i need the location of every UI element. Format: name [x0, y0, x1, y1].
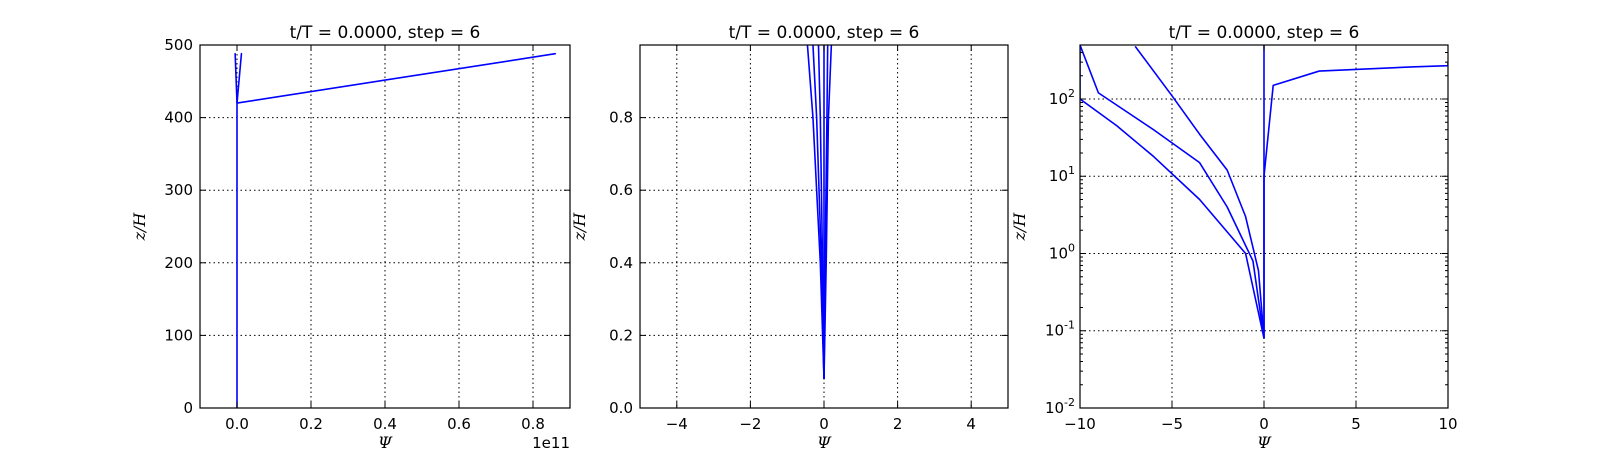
x-tick-label: 0.2 — [299, 415, 323, 433]
series-line-profile-1 — [1080, 45, 1265, 339]
y-axis-label: z/H — [130, 212, 149, 242]
y-axis-label: z/H — [1010, 212, 1029, 242]
series-group — [234, 52, 557, 408]
x-tick-label: −10 — [1064, 415, 1096, 433]
x-tick-label: −4 — [666, 415, 688, 433]
chart-panel-2: −4 −2 0 2 4 0.0 0.2 0.4 0.6 0.8 t/T = 0.0000, step… — [570, 23, 1009, 450]
series-line-profile-spike — [236, 52, 557, 408]
y-axis-label: z/H — [570, 212, 589, 242]
series-line-profile-2 — [1080, 45, 1265, 339]
x-tick-label: 0.6 — [447, 415, 471, 433]
y-tick-label: 0.4 — [609, 254, 633, 272]
series-line-profile-6 — [823, 45, 833, 379]
y-tick-label: 100 — [1049, 241, 1075, 262]
y-tick-label: 0 — [183, 399, 193, 417]
y-tick-label: 100 — [164, 326, 193, 344]
chart-panel-3: −10 −5 0 5 10 10-2 10-1 100 101 102 t/T = 0.0000, … — [1010, 23, 1458, 450]
y-tick-label: 0.2 — [609, 326, 633, 344]
x-tick-label: 10 — [1438, 415, 1457, 433]
x-axis-label: Ψ — [378, 433, 393, 450]
series-group — [806, 45, 833, 379]
x-tick-label: −2 — [739, 415, 761, 433]
chart-panel-1: 0.0 0.2 0.4 0.6 0.8 0 100 200 300 400 500 t/T = 0.0… — [130, 23, 571, 450]
y-tick-label: 102 — [1049, 87, 1075, 108]
x-tick-label: 2 — [893, 415, 903, 433]
chart-title: t/T = 0.0000, step = 6 — [290, 23, 481, 43]
chart-title: t/T = 0.0000, step = 6 — [1169, 23, 1360, 43]
y-tick-label: 200 — [164, 254, 193, 272]
y-tick-label: 500 — [164, 36, 193, 54]
x-tick-label: 4 — [966, 415, 976, 433]
y-tick-label: 0.8 — [609, 109, 633, 127]
series-line-profile-tip-b — [236, 52, 243, 104]
x-tick-label: 0.0 — [225, 415, 249, 433]
y-tick-label: 400 — [164, 109, 193, 127]
x-offset-label: 1e11 — [532, 434, 570, 450]
x-tick-label: −5 — [1161, 415, 1183, 433]
series-line-profile-5 — [1263, 62, 1448, 339]
series-line-profile-tip-a — [234, 52, 238, 104]
y-tick-label: 101 — [1049, 164, 1075, 185]
x-tick-label: 0.4 — [373, 415, 397, 433]
x-tick-label: 0 — [819, 415, 829, 433]
y-tick-label: 10-2 — [1045, 396, 1075, 417]
series-group — [1080, 45, 1448, 339]
y-tick-label: 300 — [164, 181, 193, 199]
y-tick-label: 10-1 — [1045, 319, 1075, 340]
x-axis-label: Ψ — [1257, 433, 1272, 450]
chart-title: t/T = 0.0000, step = 6 — [729, 23, 920, 43]
x-tick-label: 0 — [1259, 415, 1269, 433]
x-axis-label: Ψ — [817, 433, 832, 450]
x-tick-label: 5 — [1351, 415, 1361, 433]
y-tick-label: 0.6 — [609, 181, 633, 199]
y-tick-label: 0.0 — [609, 399, 633, 417]
series-line-profile-3 — [1134, 45, 1265, 339]
x-tick-label: 0.8 — [521, 415, 545, 433]
